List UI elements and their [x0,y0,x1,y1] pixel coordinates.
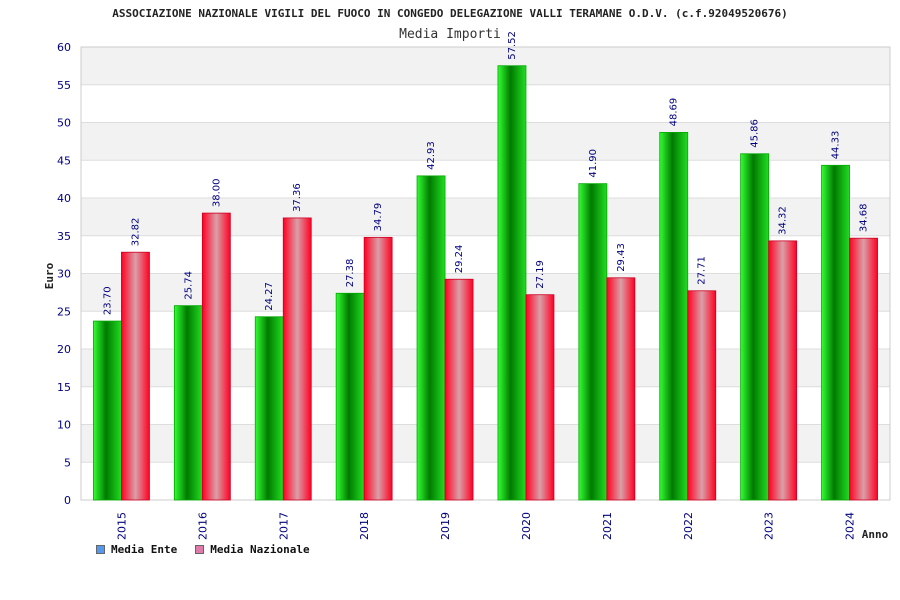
x-tick-label: 2015 [115,512,128,540]
legend: Media Ente Media Nazionale [96,543,310,556]
y-tick-label: 20 [57,343,71,356]
chart-title: ASSOCIAZIONE NAZIONALE VIGILI DEL FUOCO … [112,7,788,20]
value-labels: 23.70 32.82 25.74 38.00 24.27 37.36 27.38 34.79… [102,31,869,315]
grid-band [81,47,890,85]
value-label-media-ente: 25.74 [183,271,194,300]
value-label-media-ente: 42.93 [426,141,437,170]
value-label-media-nazionale: 34.68 [859,204,870,233]
y-tick-label: 30 [57,268,71,281]
x-tick-label: 2023 [763,512,776,540]
value-label-media-ente: 24.27 [264,282,275,311]
plot-frame [80,46,891,501]
bar-media-nazionale [201,212,231,501]
x-tick-label: 2022 [682,512,695,540]
bar-media-ente [578,183,608,501]
bar-media-nazionale [121,251,150,501]
bar-media-nazionale [606,277,636,501]
legend-label-media-ente: Media Ente [111,543,178,556]
bar-media-nazionale [525,294,555,501]
x-axis-ticks: 2015 2016 2017 2018 2019 2020 2021 2022 2023 2024 [115,512,856,540]
bar-media-ente [335,292,365,501]
value-label-media-ente: 45.86 [750,119,761,148]
x-tick-label: 2018 [358,512,371,540]
x-tick-label: 2024 [844,512,857,540]
bar-media-nazionale [768,240,798,501]
y-axis-ticks: 0 5 10 15 20 25 30 35 40 45 50 55 60 [57,41,71,507]
bar-media-nazionale [687,290,717,501]
y-tick-label: 35 [57,230,71,243]
y-tick-label: 0 [64,494,71,507]
value-label-media-ente: 23.70 [102,286,113,315]
legend-item-media-nazionale: Media Nazionale [195,543,310,556]
bar-media-ente [740,153,770,501]
bar-media-ente [659,131,689,501]
bar-media-ente [254,316,284,501]
legend-swatch-media-ente [96,545,105,554]
y-tick-label: 50 [57,117,71,130]
bar-media-nazionale [849,237,878,501]
value-label-media-nazionale: 34.32 [778,206,789,235]
value-label-media-ente: 44.33 [831,131,842,160]
value-label-media-ente: 48.69 [669,98,680,127]
chart-subtitle: Media Importi [399,27,501,42]
bar-media-ente [821,164,850,501]
value-label-media-nazionale: 32.82 [130,218,141,247]
bar-media-ente [497,65,527,501]
x-tick-label: 2020 [520,512,533,540]
bar-media-ente [173,305,203,501]
y-tick-label: 5 [64,456,71,469]
legend-swatch-media-nazionale [195,545,205,554]
x-axis-label: Anno [862,528,889,541]
y-tick-label: 25 [57,305,71,318]
legend-item-media-ente: Media Ente [96,543,177,556]
x-tick-label: 2016 [196,512,209,540]
bars [93,65,878,501]
value-label-media-nazionale: 29.43 [616,243,627,272]
value-label-media-nazionale: 38.00 [211,178,222,207]
y-tick-label: 40 [57,192,71,205]
bar-media-nazionale [444,278,474,501]
value-label-media-ente: 57.52 [507,31,518,60]
value-label-media-nazionale: 27.19 [535,260,546,289]
y-tick-label: 55 [57,79,71,92]
legend-label-media-nazionale: Media Nazionale [210,543,310,556]
value-label-media-nazionale: 27.71 [697,256,708,285]
y-axis-label: Euro [43,262,56,289]
value-label-media-nazionale: 37.36 [292,183,303,212]
x-tick-label: 2021 [601,512,614,540]
bar-media-ente [416,175,446,501]
bar-media-ente [93,320,122,501]
y-tick-label: 45 [57,154,71,167]
value-label-media-nazionale: 34.79 [373,203,384,232]
x-tick-label: 2019 [439,512,452,540]
y-tick-label: 15 [57,381,71,394]
value-label-media-ente: 27.38 [345,259,356,288]
value-label-media-ente: 41.90 [588,149,599,178]
bar-media-nazionale [363,236,393,501]
y-tick-label: 10 [57,419,71,432]
bar-media-nazionale [282,217,312,501]
value-label-media-nazionale: 29.24 [454,245,465,274]
x-tick-label: 2017 [277,512,290,540]
y-tick-label: 60 [57,41,71,54]
